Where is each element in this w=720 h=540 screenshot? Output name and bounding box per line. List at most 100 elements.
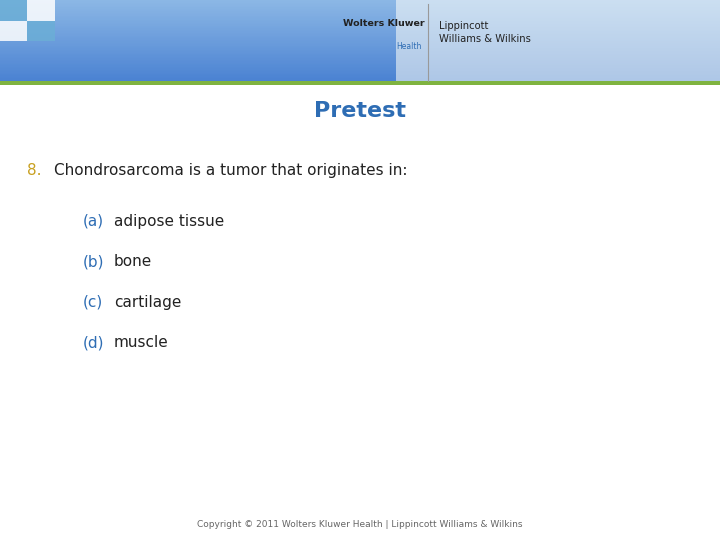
Polygon shape: [0, 72, 720, 74]
Polygon shape: [396, 25, 720, 27]
Polygon shape: [396, 27, 720, 29]
Polygon shape: [0, 10, 720, 11]
Polygon shape: [0, 4, 720, 6]
Polygon shape: [396, 10, 720, 11]
Text: (c): (c): [83, 295, 103, 310]
Text: (b): (b): [83, 254, 104, 269]
Polygon shape: [396, 7, 720, 9]
Polygon shape: [0, 24, 720, 25]
Polygon shape: [0, 76, 720, 77]
Polygon shape: [0, 64, 720, 65]
Polygon shape: [396, 78, 720, 79]
Polygon shape: [396, 31, 720, 33]
Text: adipose tissue: adipose tissue: [114, 214, 224, 229]
Polygon shape: [396, 83, 720, 84]
Polygon shape: [0, 30, 720, 31]
Polygon shape: [0, 51, 720, 52]
Polygon shape: [396, 63, 720, 64]
Polygon shape: [396, 68, 720, 70]
Text: 8.: 8.: [27, 163, 42, 178]
Text: (d): (d): [83, 335, 104, 350]
Polygon shape: [0, 68, 720, 70]
Text: bone: bone: [114, 254, 152, 269]
Polygon shape: [0, 36, 720, 37]
Text: (a): (a): [83, 214, 104, 229]
Polygon shape: [396, 74, 720, 76]
Polygon shape: [396, 11, 720, 13]
Polygon shape: [0, 49, 720, 50]
Polygon shape: [396, 58, 720, 60]
Polygon shape: [0, 29, 720, 30]
Polygon shape: [396, 36, 720, 37]
Polygon shape: [396, 50, 720, 51]
Polygon shape: [0, 81, 720, 85]
Text: Chondrosarcoma is a tumor that originates in:: Chondrosarcoma is a tumor that originate…: [54, 163, 408, 178]
Polygon shape: [396, 64, 720, 65]
Polygon shape: [0, 40, 720, 41]
Polygon shape: [0, 9, 720, 10]
Polygon shape: [0, 31, 720, 33]
Polygon shape: [0, 58, 720, 60]
Polygon shape: [27, 21, 55, 41]
Polygon shape: [0, 13, 720, 14]
Polygon shape: [0, 41, 720, 43]
Polygon shape: [396, 67, 720, 68]
Polygon shape: [396, 29, 720, 30]
Polygon shape: [396, 57, 720, 58]
Polygon shape: [0, 14, 720, 16]
Polygon shape: [396, 13, 720, 14]
Polygon shape: [396, 44, 720, 45]
Polygon shape: [0, 70, 720, 71]
Polygon shape: [396, 84, 720, 85]
Text: Lippincott
Williams & Wilkins: Lippincott Williams & Wilkins: [439, 21, 531, 44]
Polygon shape: [396, 45, 720, 47]
Polygon shape: [0, 37, 720, 38]
Polygon shape: [396, 43, 720, 44]
Polygon shape: [396, 71, 720, 72]
Polygon shape: [396, 23, 720, 24]
Polygon shape: [0, 61, 720, 63]
Polygon shape: [0, 77, 720, 78]
Polygon shape: [0, 22, 720, 23]
Polygon shape: [0, 71, 720, 72]
Polygon shape: [0, 56, 720, 57]
Polygon shape: [0, 7, 720, 9]
Polygon shape: [396, 60, 720, 61]
Polygon shape: [0, 81, 720, 83]
Polygon shape: [396, 56, 720, 57]
Text: Copyright © 2011 Wolters Kluwer Health | Lippincott Williams & Wilkins: Copyright © 2011 Wolters Kluwer Health |…: [197, 521, 523, 529]
Polygon shape: [396, 3, 720, 4]
Polygon shape: [0, 25, 720, 27]
Polygon shape: [0, 33, 720, 34]
Polygon shape: [396, 81, 720, 83]
Polygon shape: [0, 54, 720, 56]
Polygon shape: [396, 41, 720, 43]
Polygon shape: [0, 60, 720, 61]
Polygon shape: [27, 0, 55, 21]
Polygon shape: [396, 33, 720, 34]
Polygon shape: [0, 34, 720, 36]
Polygon shape: [396, 20, 720, 22]
Polygon shape: [396, 52, 720, 54]
Polygon shape: [0, 27, 720, 29]
Polygon shape: [396, 40, 720, 41]
Polygon shape: [396, 17, 720, 18]
Polygon shape: [396, 2, 720, 3]
Polygon shape: [0, 84, 720, 85]
Polygon shape: [396, 6, 720, 7]
Polygon shape: [0, 78, 720, 79]
Polygon shape: [396, 54, 720, 56]
Polygon shape: [396, 77, 720, 78]
Polygon shape: [0, 52, 720, 54]
Text: Health: Health: [396, 42, 421, 51]
Polygon shape: [0, 23, 720, 24]
Polygon shape: [0, 6, 720, 7]
Polygon shape: [396, 22, 720, 23]
Polygon shape: [0, 83, 720, 84]
Polygon shape: [0, 38, 720, 40]
Polygon shape: [396, 38, 720, 40]
Text: Wolters Kluwer: Wolters Kluwer: [343, 19, 425, 28]
Polygon shape: [396, 76, 720, 77]
Polygon shape: [0, 63, 720, 64]
Polygon shape: [396, 51, 720, 52]
